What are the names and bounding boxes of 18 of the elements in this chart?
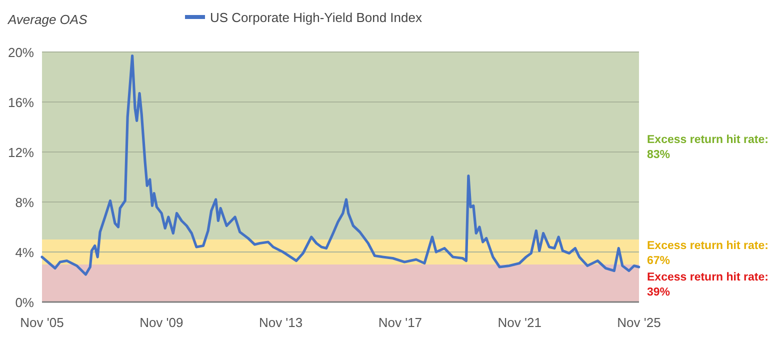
line-series xyxy=(40,54,640,276)
y-tick-label: 16% xyxy=(8,95,34,110)
x-tick-label: Nov '21 xyxy=(498,315,542,330)
y-tick-label: 4% xyxy=(15,245,34,260)
x-tick-label: Nov '25 xyxy=(617,315,661,330)
y-tick-label: 20% xyxy=(8,45,34,60)
x-tick-label: Nov '09 xyxy=(140,315,184,330)
x-tick-label: Nov '05 xyxy=(20,315,64,330)
x-tick-label: Nov '13 xyxy=(258,315,303,330)
x-tick-label: Nov '17 xyxy=(378,315,422,330)
y-tick-label: 12% xyxy=(8,145,34,160)
legend-label: US Corporate High-Yield Bond Index xyxy=(210,10,422,25)
band-label: Excess return hit rate: 39% xyxy=(647,271,768,298)
y-tick-label: 0% xyxy=(15,295,34,310)
band-label: Excess return hit rate: 83% xyxy=(647,134,768,161)
y-tick-label: 8% xyxy=(15,195,34,210)
y-axis-title: Average OAS xyxy=(7,12,88,27)
band-label: Excess return hit rate: 67% xyxy=(647,240,768,267)
